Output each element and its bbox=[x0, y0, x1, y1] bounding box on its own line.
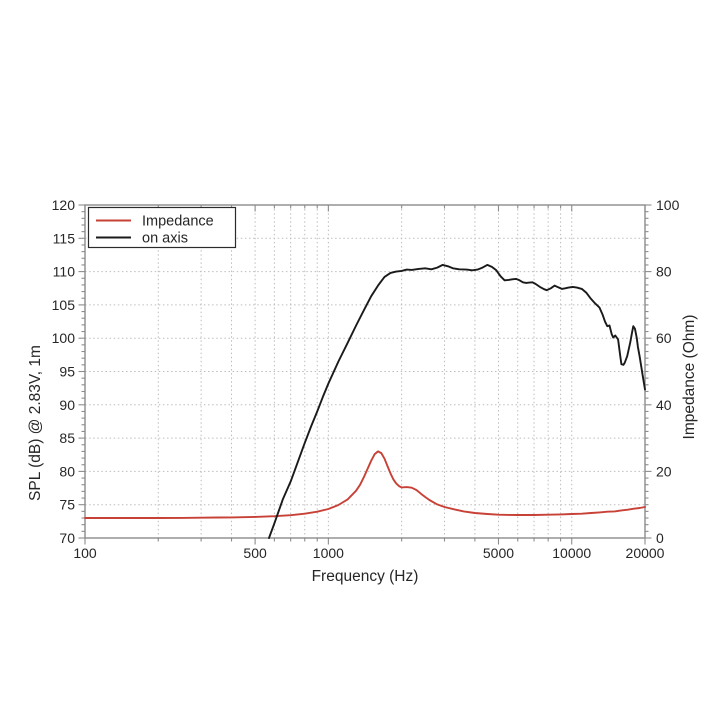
y-left-tick-label: 115 bbox=[53, 230, 76, 246]
y-axis-title-left: SPL (dB) @ 2.83V, 1m bbox=[27, 345, 44, 501]
y-left-tick-label: 80 bbox=[59, 463, 75, 479]
x-tick-label: 20000 bbox=[626, 545, 665, 561]
y-left-tick-labels: 70 75 80 85 90 95 100 105 110 115 120 bbox=[52, 197, 76, 546]
y-right-tick-label: 100 bbox=[656, 197, 680, 213]
y-right-tick-label: 20 bbox=[656, 463, 672, 479]
y-left-tick-label: 100 bbox=[52, 330, 76, 346]
x-axis-title: Frequency (Hz) bbox=[312, 568, 419, 585]
y-left-tick-label: 120 bbox=[52, 197, 76, 213]
y-left-tick-label: 105 bbox=[52, 297, 76, 313]
data-curves bbox=[84, 263, 646, 539]
legend-box bbox=[87, 206, 237, 249]
y-left-tick-label: 95 bbox=[59, 364, 75, 380]
legend: Impedance on axis bbox=[87, 206, 237, 249]
y-right-tick-labels: 0 20 40 60 80 100 bbox=[656, 197, 680, 546]
axis-ticks bbox=[78, 204, 652, 545]
y-right-tick-label: 80 bbox=[656, 264, 672, 280]
x-tick-label: 5000 bbox=[483, 545, 514, 561]
legend-on-axis-label: on axis bbox=[142, 231, 188, 247]
x-tick-label: 500 bbox=[243, 545, 267, 561]
x-tick-label: 10000 bbox=[552, 545, 591, 561]
legend-impedance-label: Impedance bbox=[142, 214, 214, 230]
x-tick-label: 1000 bbox=[313, 545, 344, 561]
y-left-tick-label: 110 bbox=[53, 264, 76, 280]
y-right-tick-label: 0 bbox=[656, 530, 664, 546]
y-left-tick-label: 90 bbox=[59, 397, 75, 413]
y-right-tick-label: 60 bbox=[656, 330, 672, 346]
x-tick-labels: 100 500 1000 5000 10000 20000 bbox=[73, 545, 664, 561]
curve-on-axis bbox=[268, 263, 646, 539]
plot-frame bbox=[84, 204, 646, 539]
x-tick-label: 100 bbox=[73, 545, 97, 561]
y-left-tick-label: 70 bbox=[59, 530, 75, 546]
curve-impedance bbox=[84, 450, 646, 519]
gridlines bbox=[85, 205, 645, 538]
y-right-tick-label: 40 bbox=[656, 397, 672, 413]
y-left-tick-label: 75 bbox=[59, 497, 75, 513]
y-axis-title-right: Impedance (Ohm) bbox=[681, 315, 698, 440]
y-left-tick-label: 85 bbox=[59, 430, 75, 446]
